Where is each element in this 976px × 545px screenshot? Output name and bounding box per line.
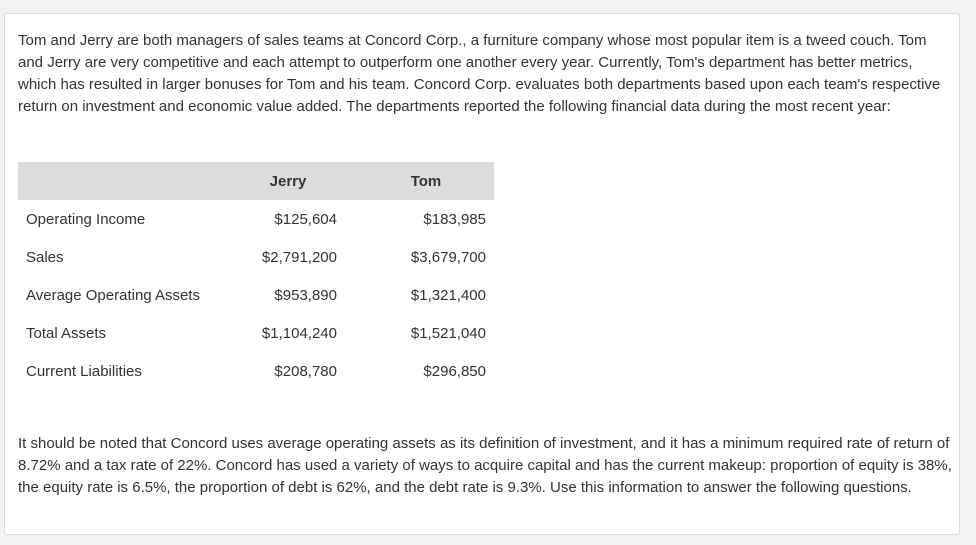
financial-data-table: Jerry Tom Operating Income $125,604 $183…: [18, 162, 494, 390]
table-row: Operating Income $125,604 $183,985: [18, 200, 494, 238]
table-row: Current Liabilities $208,780 $296,850: [18, 352, 494, 390]
table-row: Total Assets $1,104,240 $1,521,040: [18, 314, 494, 352]
jerry-value: $1,104,240: [261, 324, 337, 342]
tom-value: $1,521,040: [410, 324, 486, 342]
tom-value: $3,679,700: [410, 248, 486, 266]
row-label: Current Liabilities: [26, 362, 142, 380]
jerry-value: $125,604: [274, 210, 337, 228]
header-tom: Tom: [358, 162, 494, 200]
row-label: Total Assets: [26, 324, 107, 342]
intro-paragraph: Tom and Jerry are both managers of sales…: [18, 32, 941, 115]
jerry-value: $2,791,200: [261, 248, 337, 266]
jerry-value: $208,780: [274, 362, 337, 380]
header-jerry: Jerry: [218, 162, 358, 200]
question-card: Tom and Jerry are both managers of sales…: [4, 13, 960, 535]
row-label: Operating Income: [26, 210, 146, 228]
tom-value: $296,850: [423, 362, 486, 380]
tom-value: $1,321,400: [410, 286, 486, 304]
row-label: Sales: [26, 248, 64, 266]
table-row: Sales $2,791,200 $3,679,700: [18, 238, 494, 276]
jerry-value: $953,890: [274, 286, 337, 304]
table-header-row: Jerry Tom: [18, 162, 494, 200]
header-blank: [18, 162, 218, 200]
outro-paragraph: It should be noted that Concord uses ave…: [18, 435, 952, 496]
table-row: Average Operating Assets $953,890 $1,321…: [18, 276, 494, 314]
tom-value: $183,985: [423, 210, 486, 228]
row-label: Average Operating Assets: [26, 286, 200, 304]
